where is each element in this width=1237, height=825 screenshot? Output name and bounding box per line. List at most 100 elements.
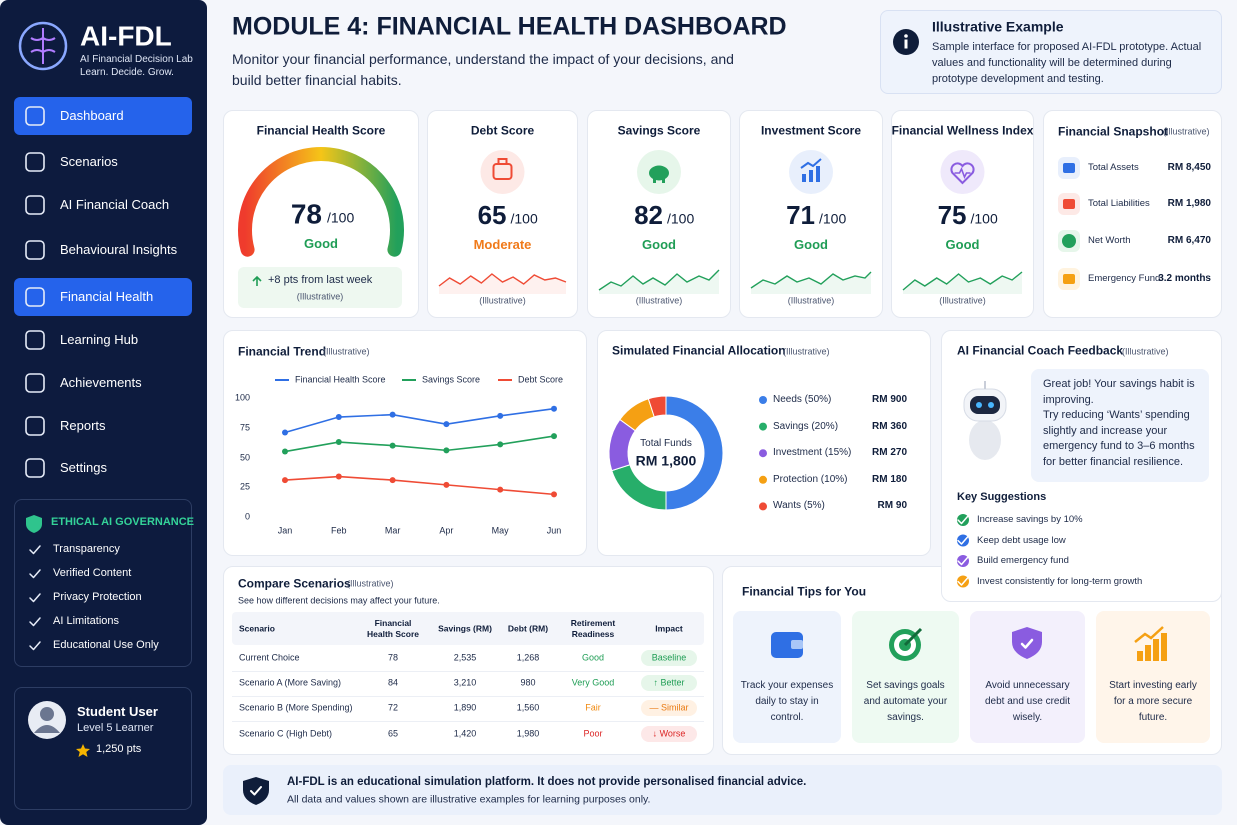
- score-note: (Illustrative): [479, 295, 526, 306]
- nav-item[interactable]: Financial Health: [60, 288, 154, 304]
- tip-text: Set savings goals and automate your savi…: [863, 680, 948, 723]
- nav-item[interactable]: AI Financial Coach: [60, 196, 170, 212]
- governance-item: Transparency: [53, 543, 120, 556]
- card-title: Financial Health Score: [256, 123, 386, 138]
- trend-point: [497, 412, 504, 419]
- donut-segment: [665, 395, 724, 511]
- governance-panel: [14, 499, 192, 667]
- legend-amount: RM 180: [871, 473, 907, 485]
- table-cell: 1,980: [516, 727, 540, 738]
- trend-point: [497, 441, 504, 448]
- snapshot-value: RM 1,980: [1167, 197, 1211, 209]
- trend-line: [284, 475, 555, 496]
- impact-badge: [641, 650, 697, 666]
- check-icon: [1020, 638, 1034, 649]
- snapshot-icon: [1063, 199, 1075, 209]
- snapshot-icon: [1062, 234, 1076, 248]
- footer-title: AI-FDL is an educational simulation plat…: [287, 775, 807, 788]
- nav-item[interactable]: Settings: [60, 459, 107, 475]
- card-note: (Illustrative): [1163, 126, 1210, 137]
- nav-icon: [25, 240, 45, 260]
- impact-label: Baseline: [651, 652, 687, 663]
- chart-note: (Illustrative): [783, 346, 830, 357]
- nav-item[interactable]: Reports: [60, 417, 106, 433]
- check-icon: [29, 641, 41, 651]
- page-title: MODULE 4: FINANCIAL HEALTH DASHBOARD: [232, 12, 787, 41]
- snapshot-label: Emergency Fund: [1088, 273, 1161, 285]
- donut-segment: [611, 464, 667, 511]
- sparkline: [902, 271, 1023, 291]
- notice-box: [880, 10, 1222, 94]
- trend-point: [443, 481, 450, 488]
- table-cell: 980: [520, 677, 536, 688]
- sparkline-area: [903, 272, 1022, 294]
- user-level: Level 5 Learner: [77, 722, 154, 735]
- tip-text: Avoid unnecessary debt and use credit wi…: [984, 680, 1071, 723]
- nav-item[interactable]: Scenarios: [60, 153, 118, 169]
- table-cell: 1,420: [453, 727, 477, 738]
- trend-point: [551, 433, 557, 440]
- sparkline: [750, 271, 872, 289]
- check-icon: [957, 535, 969, 545]
- score-card: [739, 110, 883, 318]
- table-cell: Scenario B (More Spending): [239, 702, 353, 713]
- notice-title: Illustrative Example: [932, 18, 1064, 35]
- check-icon: [29, 569, 41, 579]
- table-header-cell: Scenario: [239, 623, 275, 634]
- legend-dot: [759, 502, 767, 511]
- trend-point: [335, 414, 342, 421]
- score-value: 78: [290, 198, 322, 230]
- table-cell: 3,210: [453, 677, 477, 688]
- sparkline: [598, 269, 720, 291]
- impact-badge: [641, 725, 697, 742]
- nav-icon: [25, 458, 45, 478]
- sparkline: [438, 273, 567, 287]
- footer-notice: [223, 765, 1222, 815]
- score-status: Good: [642, 236, 676, 252]
- score-note: (Illustrative): [939, 295, 986, 306]
- score-value: 65: [477, 199, 507, 230]
- legend-dot: [759, 396, 767, 404]
- trend-point: [282, 477, 288, 484]
- trend-card: [223, 330, 587, 556]
- table-header: [232, 612, 704, 645]
- nav-icon: [25, 106, 45, 126]
- heart-icon: [950, 162, 975, 185]
- score-note: (Illustrative): [787, 295, 835, 306]
- x-tick-label: Jan: [277, 525, 293, 536]
- table-cell: Fair: [585, 702, 601, 713]
- tip-box: [1096, 611, 1210, 743]
- legend-label: Investment (15%): [773, 446, 852, 458]
- nav-item[interactable]: Learning Hub: [60, 331, 139, 347]
- trend-point: [282, 429, 288, 436]
- score-note: (Illustrative): [635, 295, 683, 306]
- trend-point: [389, 411, 396, 418]
- card-note: (Illustrative): [1122, 346, 1169, 357]
- chart-title: Simulated Financial Allocation: [612, 343, 786, 358]
- nav-item[interactable]: Achievements: [60, 374, 142, 390]
- nav-icon: [25, 287, 45, 307]
- nav-icon: [25, 152, 45, 172]
- check-icon: [957, 515, 969, 525]
- governance-shield: [26, 515, 42, 533]
- legend-label: Savings (20%): [773, 420, 839, 432]
- legend-amount: RM 270: [871, 446, 907, 458]
- legend-label: Financial Health Score: [295, 374, 386, 385]
- gauge-arc: [238, 147, 404, 257]
- card-title: Investment Score: [760, 123, 862, 138]
- governance-item: Verified Content: [53, 567, 132, 580]
- shield-icon: [1012, 627, 1042, 659]
- nav-item[interactable]: Behavioural Insights: [60, 241, 178, 257]
- table-cell: Scenario C (High Debt): [239, 727, 333, 738]
- suggestion-item: Build emergency fund: [977, 555, 1069, 567]
- governance-item: Educational Use Only: [53, 639, 159, 652]
- table-cell: 72: [387, 702, 399, 713]
- nav-item[interactable]: Dashboard: [60, 107, 124, 123]
- table-row-divider: [232, 695, 704, 697]
- user-avatar-body: [34, 725, 60, 733]
- trend-point: [443, 447, 450, 454]
- score-card: [891, 110, 1034, 318]
- legend-label: Wants (5%): [773, 500, 825, 512]
- x-tick-label: Mar: [384, 525, 401, 536]
